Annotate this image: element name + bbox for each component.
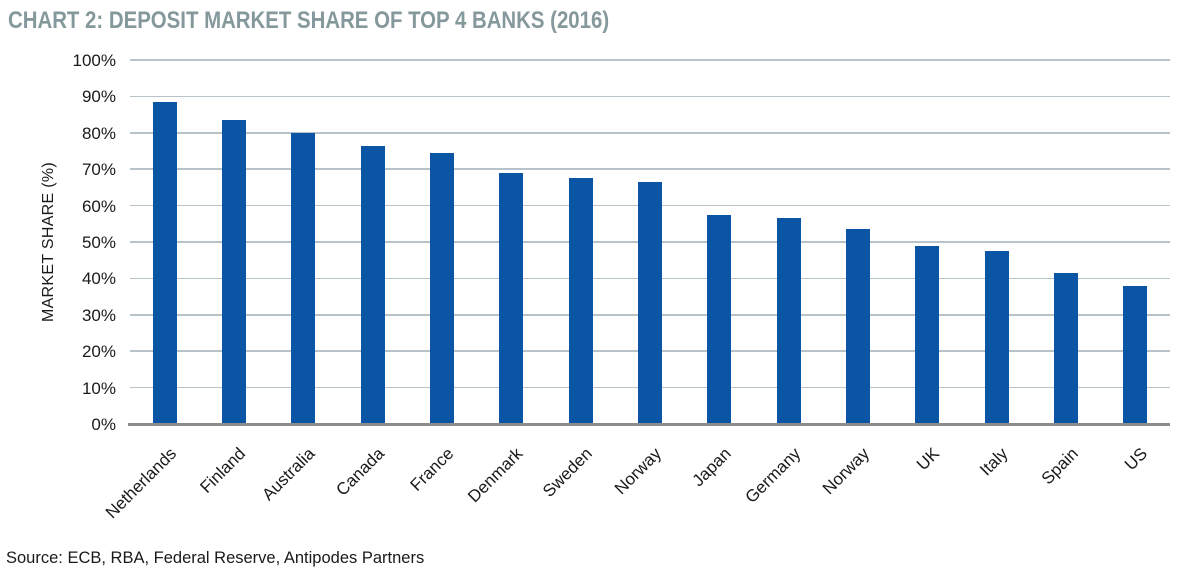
bar-netherlands [152, 101, 177, 424]
x-category-label: France [406, 444, 458, 495]
bar-japan [707, 214, 732, 424]
bar-us [1123, 285, 1148, 424]
bar-uk [915, 245, 940, 424]
x-category-label: Italy [976, 444, 1013, 480]
bar-spain [1054, 272, 1078, 424]
x-category-label: US [1120, 444, 1151, 475]
y-tick-label: 80% [81, 123, 116, 143]
gridline-100 [130, 59, 1170, 61]
x-category-label: Canada [332, 444, 389, 500]
bar-italy [984, 251, 1009, 424]
x-category-label: Norway [611, 444, 666, 499]
bar-norway [846, 229, 870, 424]
plot-area [128, 59, 1170, 426]
bar-france [430, 152, 454, 424]
y-tick-label: 90% [81, 87, 116, 107]
x-category-label: Netherlands [101, 444, 181, 523]
x-category-label: UK [912, 444, 943, 475]
y-tick-label: 40% [81, 269, 116, 289]
bar-finland [222, 120, 246, 424]
chart-title: CHART 2: DEPOSIT MARKET SHARE OF TOP 4 B… [8, 7, 610, 34]
y-tick-label: 100% [72, 51, 116, 70]
y-tick-label: 50% [81, 233, 116, 252]
bar-sweden [568, 178, 593, 424]
bar-norway [638, 181, 662, 424]
bar-canada [360, 145, 385, 424]
y-tick-label: 60% [81, 196, 116, 216]
x-category-label: Finland [196, 444, 250, 497]
gridline-70 [130, 168, 1170, 170]
x-category-label: Denmark [464, 444, 527, 507]
y-tick-label: 10% [81, 378, 116, 398]
x-category-label: Sweden [539, 444, 597, 501]
gridline-80 [130, 132, 1170, 134]
y-tick-label: 20% [81, 342, 116, 362]
y-tick-label: 0% [91, 415, 116, 434]
bar-germany [776, 218, 801, 424]
y-tick-label: 30% [81, 305, 116, 325]
source-note: Source: ECB, RBA, Federal Reserve, Antip… [6, 549, 425, 567]
x-category-label: Japan [688, 444, 735, 491]
gridline-90 [130, 95, 1170, 98]
bar-australia [291, 132, 316, 424]
bar-denmark [499, 172, 524, 424]
x-category-label: Germany [741, 444, 805, 507]
y-tick-label: 70% [81, 160, 116, 180]
x-category-label: Norway [819, 444, 874, 499]
x-category-label: Australia [258, 444, 319, 505]
x-category-label: Spain [1037, 444, 1082, 489]
x-axis-line [128, 422, 1170, 426]
